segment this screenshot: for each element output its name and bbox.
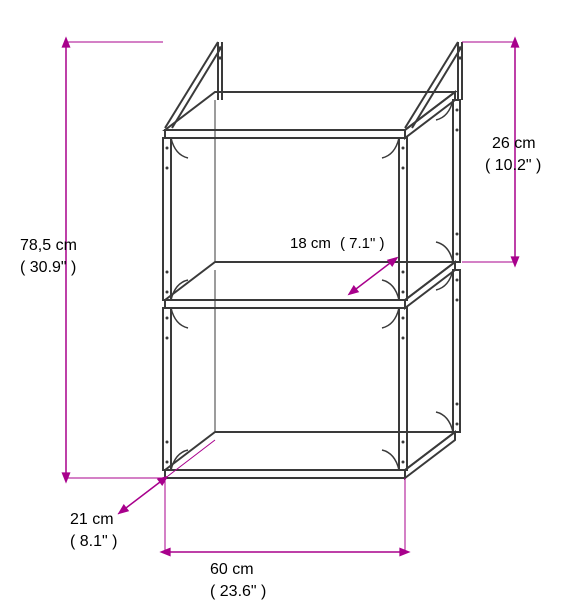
dim-width-cm: 60 cm — [210, 561, 254, 578]
dim-shelfdepth-cm: 18 cm — [290, 235, 331, 252]
dim-height-in: ( 30.9" ) — [20, 259, 76, 276]
dim-height-cm: 78,5 cm — [20, 237, 77, 254]
dim-depth-cm: 21 cm — [70, 511, 114, 528]
dim-bracket-cm: 26 cm — [492, 135, 536, 152]
dim-width-in: ( 23.6" ) — [210, 583, 266, 600]
diagram-container: 78,5 cm ( 30.9" ) 21 cm ( 8.1" ) 60 cm (… — [0, 0, 566, 600]
dim-bracket-in: ( 10.2" ) — [485, 157, 541, 174]
dim-shelfdepth-in: ( 7.1" ) — [340, 235, 385, 252]
dim-depth-in: ( 8.1" ) — [70, 533, 117, 550]
